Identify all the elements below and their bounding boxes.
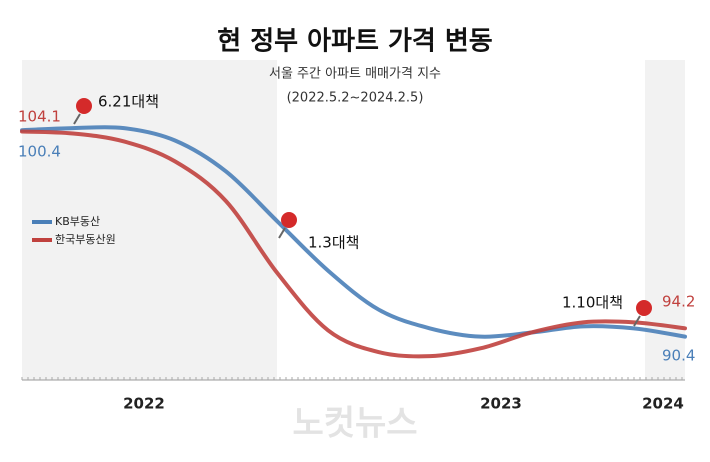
value-label: 100.4	[18, 143, 61, 161]
legend-label: KB부동산	[55, 215, 100, 228]
x-tick-label: 2024	[642, 395, 684, 413]
pin-needle	[633, 315, 641, 327]
watermark: 노컷뉴스	[292, 404, 417, 444]
pin-head	[636, 300, 652, 316]
pin-head	[281, 212, 297, 228]
pin-head	[76, 98, 92, 114]
x-tick-label: 2022	[123, 395, 165, 413]
annotation: 1.3대책	[308, 234, 359, 252]
annotation: 1.10대책	[562, 294, 623, 312]
period: (2022.5.2~2024.2.5)	[287, 91, 424, 106]
series-line	[20, 129, 687, 359]
value-label: 94.2	[662, 293, 695, 311]
series-line	[20, 125, 687, 339]
pin-needle	[278, 227, 286, 239]
chart-title: 현 정부 아파트 가격 변동	[217, 27, 492, 57]
value-label: 104.1	[18, 108, 61, 126]
legend-label: 한국부동산원	[55, 233, 116, 246]
shade-2022	[22, 60, 277, 380]
pin-needle	[73, 113, 81, 125]
x-tick-label: 2023	[480, 395, 522, 413]
value-label: 90.4	[662, 347, 695, 365]
subtitle: 서울 주간 아파트 매매가격 지수	[269, 67, 441, 82]
annotation: 6.21대책	[98, 93, 159, 111]
